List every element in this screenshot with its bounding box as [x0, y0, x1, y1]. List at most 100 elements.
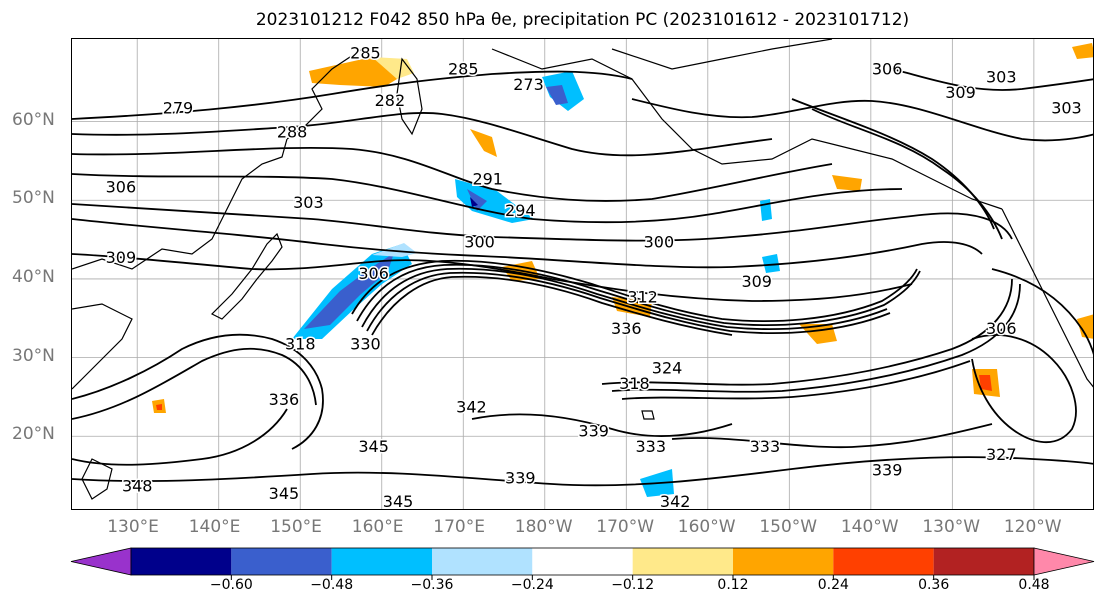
colorbar-tick-label: −0.24 — [510, 577, 554, 593]
coastline-kamchatka — [396, 57, 423, 136]
colorbar-cell — [532, 548, 633, 575]
theta-e-jet-1 — [351, 259, 918, 322]
theta-e-southern-1 — [601, 278, 1013, 386]
contour-label: 342 — [660, 492, 691, 510]
contour-label: 282 — [375, 91, 406, 110]
contour-label: 324 — [652, 358, 683, 377]
longitude-label: 150°W — [759, 517, 818, 537]
contour-label: 279 — [163, 99, 194, 118]
precip-fill-red-2 — [156, 404, 162, 410]
contour-label: 288 — [277, 122, 308, 141]
precip-fill-navy — [470, 197, 478, 207]
colorbar-tick-label: −0.36 — [410, 577, 454, 593]
coastline-china — [72, 303, 133, 390]
latitude-label: 50°N — [12, 188, 55, 209]
theta-e-contour-303 — [72, 218, 983, 269]
precip-fill-blue — [455, 179, 534, 223]
precip-fill-blue-4 — [762, 254, 780, 273]
theta-e-southern-2 — [611, 283, 1021, 393]
theta-e-alaska-1 — [811, 108, 1003, 240]
contour-label: 291 — [472, 170, 503, 189]
theta-e-south-2 — [471, 413, 733, 438]
precip-fill-orange-2 — [470, 129, 497, 157]
theta-e-contour-294 — [72, 173, 903, 224]
theta-e-jet-5 — [371, 275, 733, 336]
contour-label: 306 — [106, 177, 137, 196]
longitude-label: 180°W — [514, 517, 573, 537]
contour-label: 285 — [448, 59, 479, 78]
colorbar-cell — [331, 548, 432, 575]
contour-label: 345 — [358, 437, 389, 456]
contour-label: 318 — [285, 335, 316, 354]
contour-label: 285 — [350, 44, 381, 63]
longitude-label: 170°E — [433, 517, 485, 537]
latitude-label: 40°N — [12, 266, 55, 287]
theta-e-south-1 — [72, 456, 1093, 487]
colorbar-extend-high — [1033, 547, 1095, 576]
contour-label: 330 — [350, 335, 381, 354]
colorbar-cell — [632, 548, 733, 575]
theta-e-jet-2 — [356, 263, 921, 326]
contour-label: 339 — [872, 461, 903, 480]
contour-label: 306 — [872, 59, 903, 78]
contour-label: 303 — [293, 193, 324, 212]
graticule — [72, 39, 1093, 509]
precip-fill-blue-3 — [760, 199, 772, 221]
contour-label: 345 — [269, 484, 300, 503]
contour-label: 300 — [644, 232, 675, 251]
map-title: 2023101212 F042 850 hPa θe, precipitatio… — [255, 10, 910, 30]
contour-label: 345 — [383, 492, 414, 510]
theta-e-contour-291 — [72, 146, 833, 202]
latitude-label: 60°N — [12, 109, 55, 130]
contour-label: 300 — [464, 232, 495, 251]
coastline-philippines — [81, 458, 113, 500]
contour-label: 303 — [986, 67, 1017, 86]
longitude-label: 140°W — [840, 517, 899, 537]
precip-fill-darkblue — [467, 189, 487, 211]
colorbar-cells — [70, 547, 1095, 580]
theta-e-contour-288 — [72, 112, 773, 157]
contour-label: 336 — [611, 319, 642, 338]
longitude-label: 160°E — [351, 517, 404, 537]
precip-fill-orange-5 — [1077, 314, 1093, 339]
longitude-label: 160°W — [677, 517, 736, 537]
precip-fill-orange-10 — [832, 175, 862, 191]
contour-label: 318 — [619, 374, 650, 393]
theta-e-alaska-2 — [791, 98, 995, 230]
theta-e-west-1 — [72, 333, 324, 450]
theta-e-east-1 — [971, 334, 1077, 444]
colorbar-tick-label: −0.12 — [611, 577, 655, 593]
precip-fill-orange-6 — [1072, 43, 1093, 59]
longitude-label: 150°E — [270, 517, 322, 537]
precip-fill-yellow — [372, 57, 414, 79]
colorbar-tick-label: 0.36 — [918, 577, 950, 593]
precip-fill-darkblue-band — [304, 253, 394, 329]
theta-e-north-1 — [631, 98, 1093, 142]
colorbar-tick-label: −0.60 — [209, 577, 253, 593]
coastline-asia — [72, 48, 363, 270]
theta-e-contour-279 — [72, 70, 633, 120]
contour-label: 333 — [750, 437, 781, 456]
theta-e-jet-4 — [366, 271, 891, 334]
theta-e-west-2 — [72, 347, 317, 420]
theta-e-south-3 — [671, 423, 993, 449]
colorbar-extend-low — [70, 547, 132, 576]
theta-e-north-2 — [891, 68, 1093, 91]
colorbar-tick-label: −0.48 — [310, 577, 354, 593]
colorbar-cell — [933, 548, 1034, 575]
coastline-na-west — [1001, 208, 1093, 388]
coastline-alaska-north — [611, 39, 833, 70]
contour-label: 339 — [505, 468, 536, 487]
contour-label: 309 — [106, 248, 137, 267]
theta-e-contours — [72, 68, 1093, 487]
contour-label: 336 — [269, 390, 300, 409]
theta-e-east-2 — [991, 268, 1093, 355]
contour-label: 306 — [358, 264, 389, 283]
colorbar-tick-label: 0.24 — [817, 577, 849, 593]
contour-label: 348 — [122, 476, 153, 495]
precip-fill-darkblue-2 — [546, 85, 568, 105]
theta-e-contour-300 — [72, 203, 1013, 242]
contour-label: 342 — [456, 398, 487, 417]
